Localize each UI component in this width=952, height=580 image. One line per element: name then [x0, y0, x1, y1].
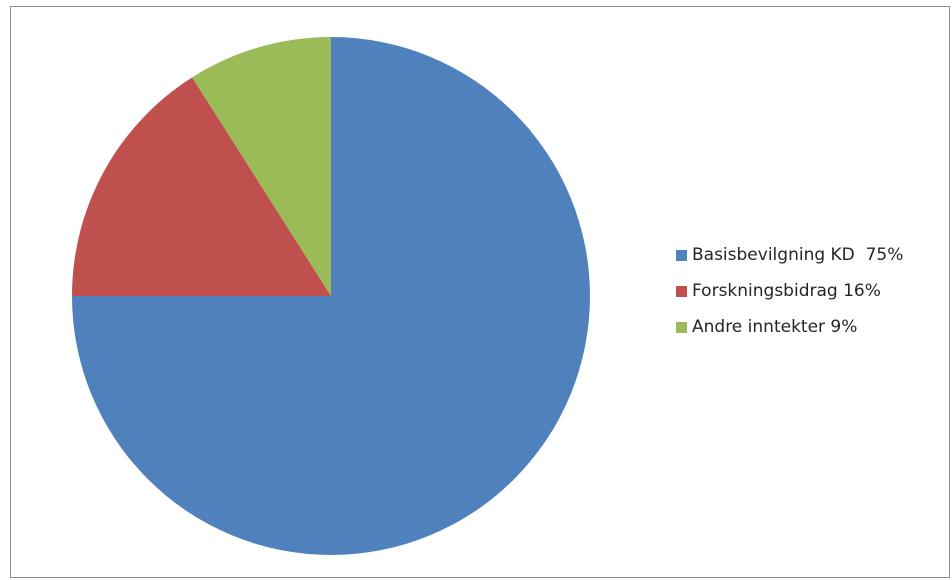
pie-slice-andre-inntekter [192, 37, 331, 296]
legend-label-andre-inntekter: Andre inntekter 9% [692, 316, 858, 337]
legend-swatch-basisbevilgning [676, 249, 687, 261]
legend-label-forskningsbidrag: Forskningsbidrag 16% [692, 280, 881, 301]
legend-item-andre-inntekter: Andre inntekter 9% [676, 309, 903, 345]
legend-item-forskningsbidrag: Forskningsbidrag 16% [676, 273, 903, 309]
legend-swatch-andre-inntekter [676, 321, 687, 333]
legend-item-basisbevilgning: Basisbevilgning KD 75% [676, 237, 903, 273]
pie-chart [72, 37, 590, 555]
legend-swatch-forskningsbidrag [676, 285, 687, 297]
legend: Basisbevilgning KD 75% Forskningsbidrag … [676, 237, 903, 345]
legend-label-basisbevilgning: Basisbevilgning KD 75% [692, 244, 904, 265]
pie-slice-forskningsbidrag [72, 77, 331, 297]
chart-area: Basisbevilgning KD 75% Forskningsbidrag … [10, 6, 950, 578]
